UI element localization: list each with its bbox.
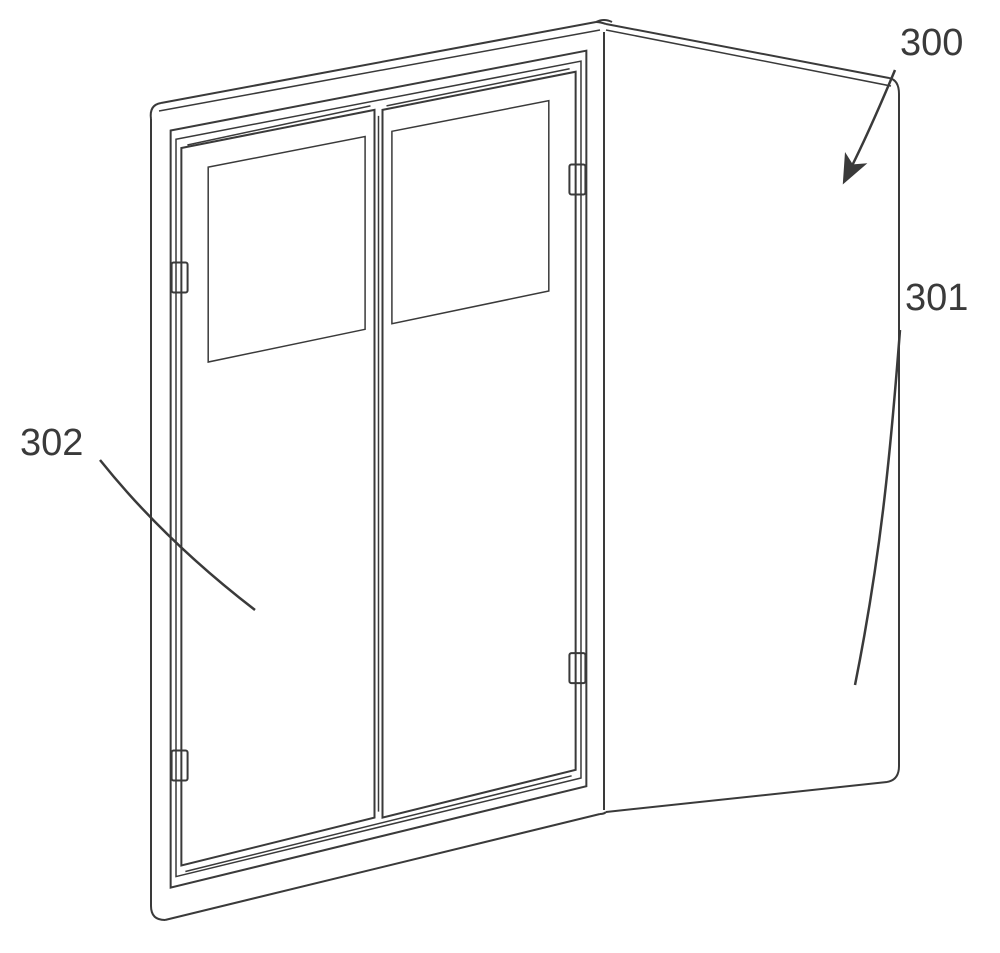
leader-300	[845, 70, 895, 180]
leader-302	[100, 460, 255, 610]
patent-diagram: 300 301 302	[0, 0, 1000, 953]
leader-301	[855, 330, 900, 685]
label-302: 302	[20, 422, 83, 464]
label-301: 301	[905, 277, 968, 319]
label-300: 300	[900, 22, 963, 64]
